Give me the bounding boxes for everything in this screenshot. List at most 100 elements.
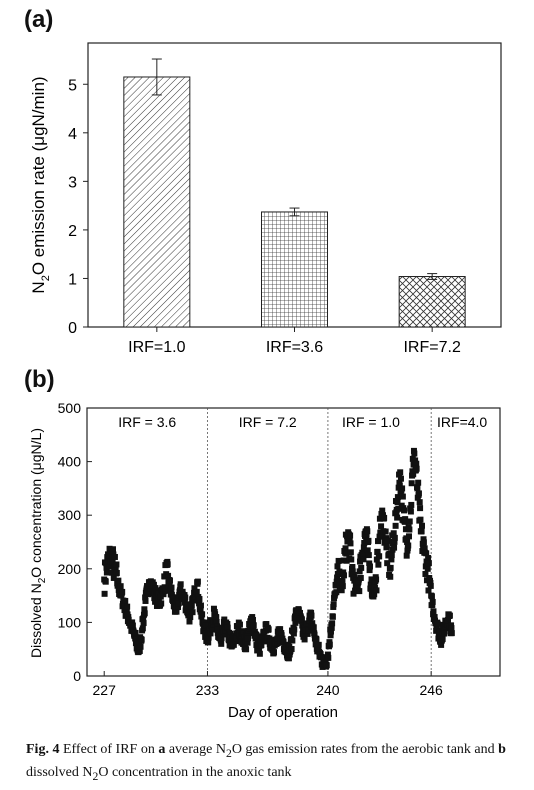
phase-label: IRF = 7.2 bbox=[239, 414, 297, 430]
data-point bbox=[326, 641, 333, 648]
data-point bbox=[444, 621, 451, 628]
data-point bbox=[360, 556, 367, 563]
data-point bbox=[329, 613, 336, 620]
data-point bbox=[106, 563, 113, 570]
data-point bbox=[291, 626, 298, 633]
data-point bbox=[418, 522, 425, 529]
data-point bbox=[368, 576, 375, 583]
data-point bbox=[254, 647, 261, 654]
y-tick-label: 0 bbox=[68, 320, 77, 337]
caption-fig: Fig. 4 bbox=[26, 742, 60, 757]
data-point bbox=[382, 528, 389, 535]
data-point bbox=[332, 582, 339, 589]
data-point bbox=[297, 609, 304, 616]
data-point bbox=[365, 537, 372, 544]
data-point bbox=[342, 545, 349, 552]
data-point bbox=[155, 590, 162, 597]
data-point bbox=[391, 538, 398, 545]
data-point bbox=[218, 640, 225, 647]
data-point bbox=[438, 641, 445, 648]
data-point bbox=[328, 624, 335, 631]
data-point bbox=[175, 603, 182, 610]
data-point bbox=[124, 603, 131, 610]
data-point bbox=[222, 630, 229, 637]
caption-sub-1: 2 bbox=[225, 746, 232, 760]
data-point bbox=[205, 639, 212, 646]
data-point bbox=[311, 631, 318, 638]
y-tick-label: 1 bbox=[68, 271, 77, 288]
data-point bbox=[365, 552, 372, 559]
data-point bbox=[165, 572, 172, 579]
data-point bbox=[240, 641, 247, 648]
y-tick-label: 3 bbox=[68, 174, 77, 191]
data-point bbox=[301, 636, 308, 643]
data-point bbox=[182, 594, 189, 601]
data-point bbox=[429, 601, 436, 608]
data-point bbox=[218, 635, 225, 642]
data-point bbox=[355, 578, 362, 585]
data-point bbox=[186, 611, 193, 618]
data-point bbox=[366, 567, 373, 574]
data-point bbox=[366, 563, 373, 570]
data-point bbox=[387, 573, 394, 580]
data-point bbox=[191, 585, 198, 592]
data-point bbox=[278, 632, 285, 639]
data-point bbox=[330, 601, 337, 608]
data-point bbox=[263, 621, 270, 628]
data-point bbox=[339, 583, 346, 590]
bar-chart-y-label: N2O emission rate (μgN/min) bbox=[29, 76, 52, 293]
x-tick-label: 246 bbox=[419, 682, 443, 698]
data-point bbox=[416, 499, 423, 506]
data-point bbox=[138, 636, 145, 643]
data-point bbox=[415, 490, 422, 497]
data-point bbox=[393, 509, 400, 516]
data-point bbox=[336, 568, 343, 575]
data-point bbox=[347, 532, 354, 539]
data-point bbox=[447, 630, 454, 637]
data-point bbox=[267, 638, 274, 645]
data-point bbox=[373, 556, 380, 563]
data-point bbox=[414, 484, 421, 491]
data-point bbox=[405, 533, 412, 540]
data-point bbox=[333, 589, 340, 596]
data-point bbox=[213, 614, 220, 621]
scatter-y-label-post: O concentration (μgN/L) bbox=[28, 428, 44, 578]
data-point bbox=[298, 616, 305, 623]
data-point bbox=[244, 639, 251, 646]
data-point bbox=[425, 587, 432, 594]
data-point bbox=[202, 622, 209, 629]
data-point bbox=[166, 577, 173, 584]
bar bbox=[398, 276, 466, 328]
data-point bbox=[320, 654, 327, 661]
data-point bbox=[172, 608, 179, 615]
data-point bbox=[197, 602, 204, 609]
data-point bbox=[121, 602, 128, 609]
data-point bbox=[232, 638, 239, 645]
bar bbox=[123, 76, 191, 328]
data-point bbox=[103, 564, 110, 571]
data-point bbox=[274, 640, 281, 647]
data-point bbox=[250, 622, 257, 629]
data-point bbox=[207, 630, 214, 637]
data-point bbox=[189, 609, 196, 616]
scatter-y-label: Dissolved N2O concentration (μgN/L) bbox=[28, 428, 48, 658]
data-point bbox=[197, 606, 204, 613]
data-point bbox=[407, 508, 414, 515]
bar-y-label-sub: 2 bbox=[40, 275, 52, 281]
data-point bbox=[162, 573, 169, 580]
data-point bbox=[395, 505, 402, 512]
data-point bbox=[372, 574, 379, 581]
phase-label: IRF = 3.6 bbox=[118, 414, 176, 430]
data-point bbox=[356, 588, 363, 595]
data-point bbox=[433, 624, 440, 631]
scatter-x-label: Day of operation bbox=[228, 704, 338, 721]
data-point bbox=[132, 629, 139, 636]
data-point bbox=[331, 595, 338, 602]
data-point bbox=[306, 617, 313, 624]
phase-label: IRF=4.0 bbox=[437, 414, 487, 430]
data-point bbox=[377, 533, 384, 540]
data-point bbox=[315, 641, 322, 648]
data-point bbox=[376, 515, 383, 522]
data-point bbox=[327, 632, 334, 639]
data-point bbox=[142, 594, 149, 601]
